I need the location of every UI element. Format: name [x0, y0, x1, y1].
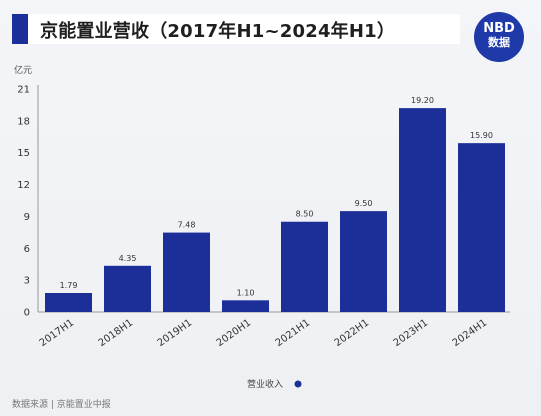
bar	[281, 221, 328, 312]
x-tick-label: 2021H1	[274, 317, 313, 349]
bar	[399, 108, 446, 312]
data-label: 1.79	[60, 281, 78, 290]
x-tick-label: 2018H1	[97, 317, 136, 349]
bar	[222, 300, 269, 312]
x-tick-label: 2020H1	[215, 317, 254, 349]
bar	[340, 211, 387, 312]
y-tick-label: 21	[17, 85, 30, 96]
legend-marker	[294, 380, 302, 388]
y-tick-label: 12	[17, 180, 30, 191]
y-tick-label: 3	[24, 276, 30, 287]
y-tick-label: 0	[24, 308, 30, 319]
y-tick-label: 9	[24, 212, 30, 223]
bar	[104, 265, 151, 312]
data-label: 8.50	[296, 210, 314, 219]
chart-title: 京能置业营收（2017年H1~2024年H1）	[40, 21, 396, 42]
y-tick-label: 15	[17, 148, 30, 159]
source-note: 数据来源 | 京能置业中报	[12, 400, 111, 410]
y-tick-label: 6	[24, 244, 30, 255]
bar	[45, 292, 92, 312]
x-tick-label: 2024H1	[451, 317, 490, 349]
bar	[458, 143, 505, 312]
bar	[163, 232, 210, 312]
logo-text-top: NBD	[483, 21, 515, 36]
nbd-logo: NBD 数据	[474, 12, 524, 62]
legend-label: 营业收入	[247, 378, 283, 390]
title-accent	[12, 14, 28, 44]
title-bar	[12, 14, 460, 44]
data-label: 9.50	[355, 199, 373, 208]
logo-text-bottom: 数据	[488, 36, 510, 49]
data-label: 4.35	[119, 254, 137, 263]
x-tick-label: 2019H1	[156, 317, 195, 349]
x-tick-label: 2022H1	[333, 317, 372, 349]
x-tick-label: 2023H1	[392, 317, 431, 349]
x-tick-label: 2017H1	[38, 317, 77, 349]
y-axis-label: 亿元	[14, 64, 32, 76]
y-tick-label: 18	[17, 116, 30, 127]
data-label: 1.10	[237, 288, 255, 297]
data-label: 19.20	[411, 96, 434, 105]
data-label: 7.48	[178, 221, 196, 230]
data-label: 15.90	[470, 131, 493, 140]
